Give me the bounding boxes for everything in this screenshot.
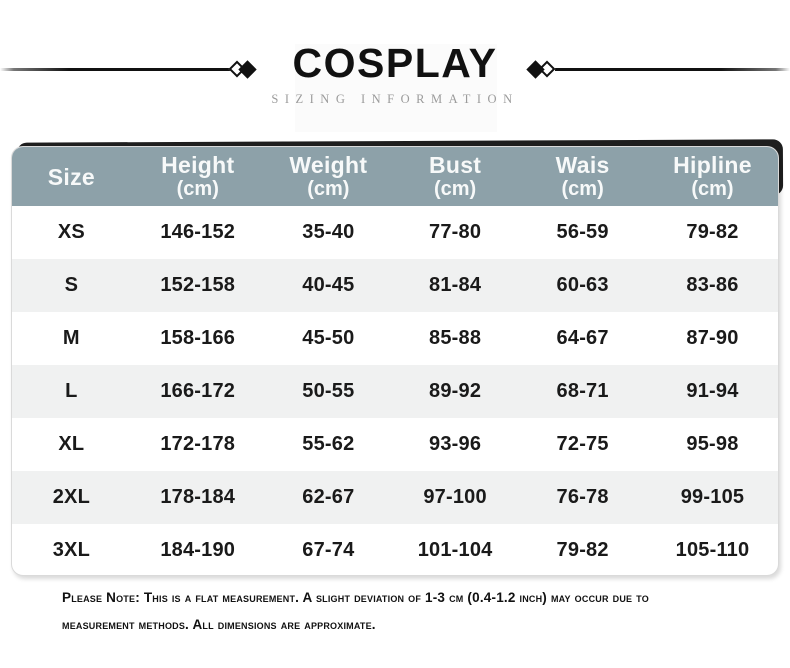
measurement-note: Please Note: This is a flat measurement.… [62, 584, 782, 638]
size-label: 2XL [12, 471, 131, 524]
column-unit: (cm) [176, 178, 219, 200]
measurement-cell: 91-94 [646, 365, 778, 418]
size-label: S [12, 259, 131, 312]
column-header-height: Height (cm) [130, 147, 265, 206]
measurement-cell: 93-96 [429, 433, 482, 455]
table-row-l: L 166-172 50-55 89-92 68-71 91-94 [12, 365, 778, 418]
column-header-bust: Bust (cm) [391, 147, 519, 206]
page-subtitle: SIZING INFORMATION [271, 92, 519, 106]
measurement-cell: 184-190 [160, 539, 236, 561]
column-label: Bust [428, 152, 482, 178]
column-label: Weight [289, 152, 368, 178]
measurement-cell: 40-45 [264, 259, 392, 312]
measurement-cell: 67-74 [302, 539, 355, 561]
column-unit: (cm) [307, 178, 350, 200]
measurement-cell: 56-59 [556, 221, 609, 243]
table-row-3xl: 3XL 184-190 67-74 101-104 79-82 105-110 [12, 524, 778, 575]
measurement-cell: 172-178 [160, 433, 236, 455]
size-table: Size Height (cm) Weight (cm) Bust (cm) Wais (cm)… [12, 147, 778, 575]
measurement-cell: 166-172 [130, 365, 265, 418]
measurement-cell: 158-166 [160, 327, 236, 349]
measurement-cell: 45-50 [302, 327, 355, 349]
measurement-cell: 79-82 [686, 221, 739, 243]
table-row-xs: XS 146-152 35-40 77-80 56-59 79-82 [12, 206, 778, 259]
measurement-cell: 55-62 [302, 433, 355, 455]
size-table-card: Size Height (cm) Weight (cm) Bust (cm) Wais (cm)… [11, 146, 779, 576]
size-label: 3XL [52, 539, 90, 561]
table-row-s: S 152-158 40-45 81-84 60-63 83-86 [12, 259, 778, 312]
column-label: Hipline [673, 152, 752, 178]
size-label: M [62, 327, 80, 349]
size-label: XL [58, 433, 85, 455]
measurement-cell: 101-104 [417, 539, 493, 561]
column-header-weight: Weight (cm) [264, 147, 392, 206]
measurement-cell: 60-63 [518, 259, 647, 312]
column-header-wais: Wais (cm) [518, 147, 647, 206]
measurement-cell: 83-86 [646, 259, 778, 312]
right-divider-line [555, 68, 790, 71]
column-header-hipline: Hipline (cm) [646, 147, 778, 206]
measurement-cell: 79-82 [556, 539, 609, 561]
measurement-cell: 97-100 [391, 471, 519, 524]
table-row-2xl: 2XL 178-184 62-67 97-100 76-78 99-105 [12, 471, 778, 524]
column-unit: (cm) [433, 178, 477, 200]
column-label: Height [161, 152, 235, 178]
size-label: XS [57, 221, 85, 243]
measurement-cell: 62-67 [264, 471, 392, 524]
measurement-cell: 72-75 [556, 433, 609, 455]
measurement-cell: 152-158 [130, 259, 265, 312]
column-unit: (cm) [691, 178, 734, 200]
measurement-cell: 85-88 [429, 327, 482, 349]
measurement-cell: 76-78 [518, 471, 647, 524]
measurement-cell: 64-67 [556, 327, 609, 349]
measurement-cell: 35-40 [302, 221, 355, 243]
note-line-2: measurement methods. All dimensions are … [62, 617, 376, 632]
table-row-m: M 158-166 45-50 85-88 64-67 87-90 [12, 312, 778, 365]
page-title: COSPLAY [292, 40, 498, 86]
measurement-cell: 50-55 [264, 365, 392, 418]
column-header-size: Size [12, 147, 131, 206]
measurement-cell: 68-71 [518, 365, 647, 418]
column-label: Wais [555, 152, 610, 178]
size-label: L [12, 365, 131, 418]
note-line-1: Please Note: This is a flat measurement.… [62, 590, 649, 605]
column-unit: (cm) [561, 178, 604, 200]
measurement-cell: 105-110 [675, 539, 750, 561]
table-row-xl: XL 172-178 55-62 93-96 72-75 95-98 [12, 418, 778, 471]
measurement-cell: 99-105 [646, 471, 778, 524]
measurement-cell: 81-84 [391, 259, 519, 312]
left-divider-line [0, 68, 231, 71]
measurement-cell: 146-152 [160, 221, 236, 243]
measurement-cell: 87-90 [686, 327, 739, 349]
measurement-cell: 89-92 [391, 365, 519, 418]
title-background [295, 44, 497, 132]
measurement-cell: 178-184 [130, 471, 265, 524]
measurement-cell: 95-98 [686, 433, 739, 455]
column-label: Size [47, 163, 95, 190]
measurement-cell: 77-80 [429, 221, 482, 243]
